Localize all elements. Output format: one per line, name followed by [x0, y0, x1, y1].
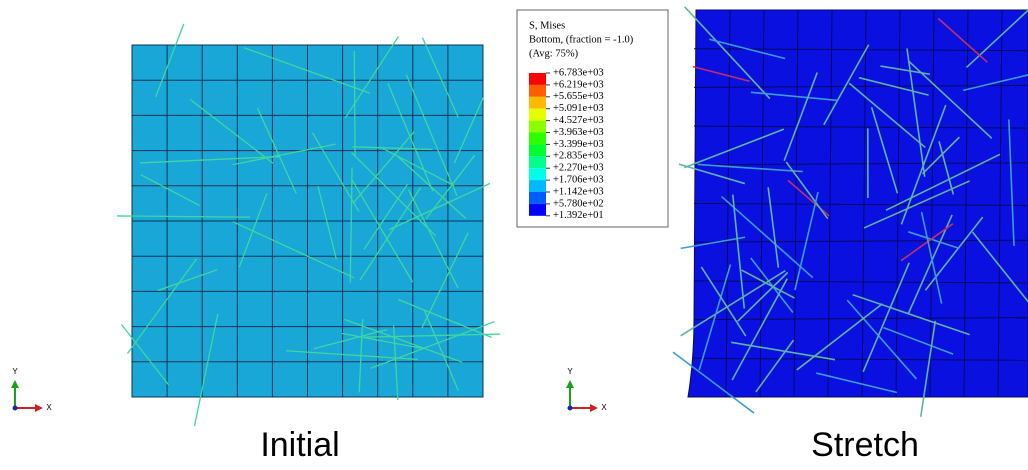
- legend: S, Mises Bottom, (fraction = -1.0) (Avg: 7…: [517, 10, 668, 227]
- color-band: [529, 144, 546, 156]
- color-band: [529, 168, 546, 180]
- legend-label: +5.091e+03: [553, 103, 604, 114]
- legend-label: +6.219e+03: [553, 79, 604, 90]
- stretch-mesh: [673, 1, 1028, 417]
- legend-label: +6.783e+03: [553, 67, 604, 78]
- fiber: [354, 51, 355, 156]
- legend-title: Bottom, (fraction = -1.0): [529, 34, 634, 45]
- axis-origin: [568, 406, 573, 411]
- color-band: [529, 121, 546, 133]
- caption: Initial: [260, 426, 339, 464]
- axis-x-label: X: [601, 403, 607, 412]
- color-band: [529, 73, 546, 85]
- caption: Stretch: [811, 426, 919, 464]
- color-band: [529, 97, 546, 109]
- legend-label: +4.527e+03: [553, 115, 604, 126]
- legend-label: +1.142e+03: [553, 186, 604, 197]
- legend-label: +3.963e+03: [553, 127, 604, 138]
- color-band: [529, 180, 546, 192]
- legend-label: +1.706e+03: [553, 175, 604, 186]
- axis-y-label: Y: [567, 367, 573, 376]
- figure: S, Mises Bottom, (fraction = -1.0) (Avg: 7…: [0, 0, 1028, 470]
- legend-label: +3.399e+03: [553, 139, 604, 150]
- initial-mesh: [117, 24, 500, 426]
- axis-origin: [13, 406, 18, 411]
- axis-x-label: X: [46, 403, 52, 412]
- legend-label: +2.270e+03: [553, 163, 604, 174]
- color-band: [529, 204, 546, 216]
- legend-label: +2.835e+03: [553, 151, 604, 162]
- color-band: [529, 109, 546, 121]
- legend-label: +1.392e+01: [553, 210, 604, 221]
- color-band: [529, 192, 546, 204]
- color-band: [529, 85, 546, 97]
- color-band: [529, 156, 546, 168]
- color-band: [529, 133, 546, 145]
- legend-title: S, Mises: [529, 20, 565, 31]
- axis-y-label: Y: [12, 367, 18, 376]
- legend-title: (Avg: 75%): [529, 48, 579, 59]
- legend-label: +5.780e+02: [553, 198, 604, 209]
- legend-label: +5.655e+03: [553, 91, 604, 102]
